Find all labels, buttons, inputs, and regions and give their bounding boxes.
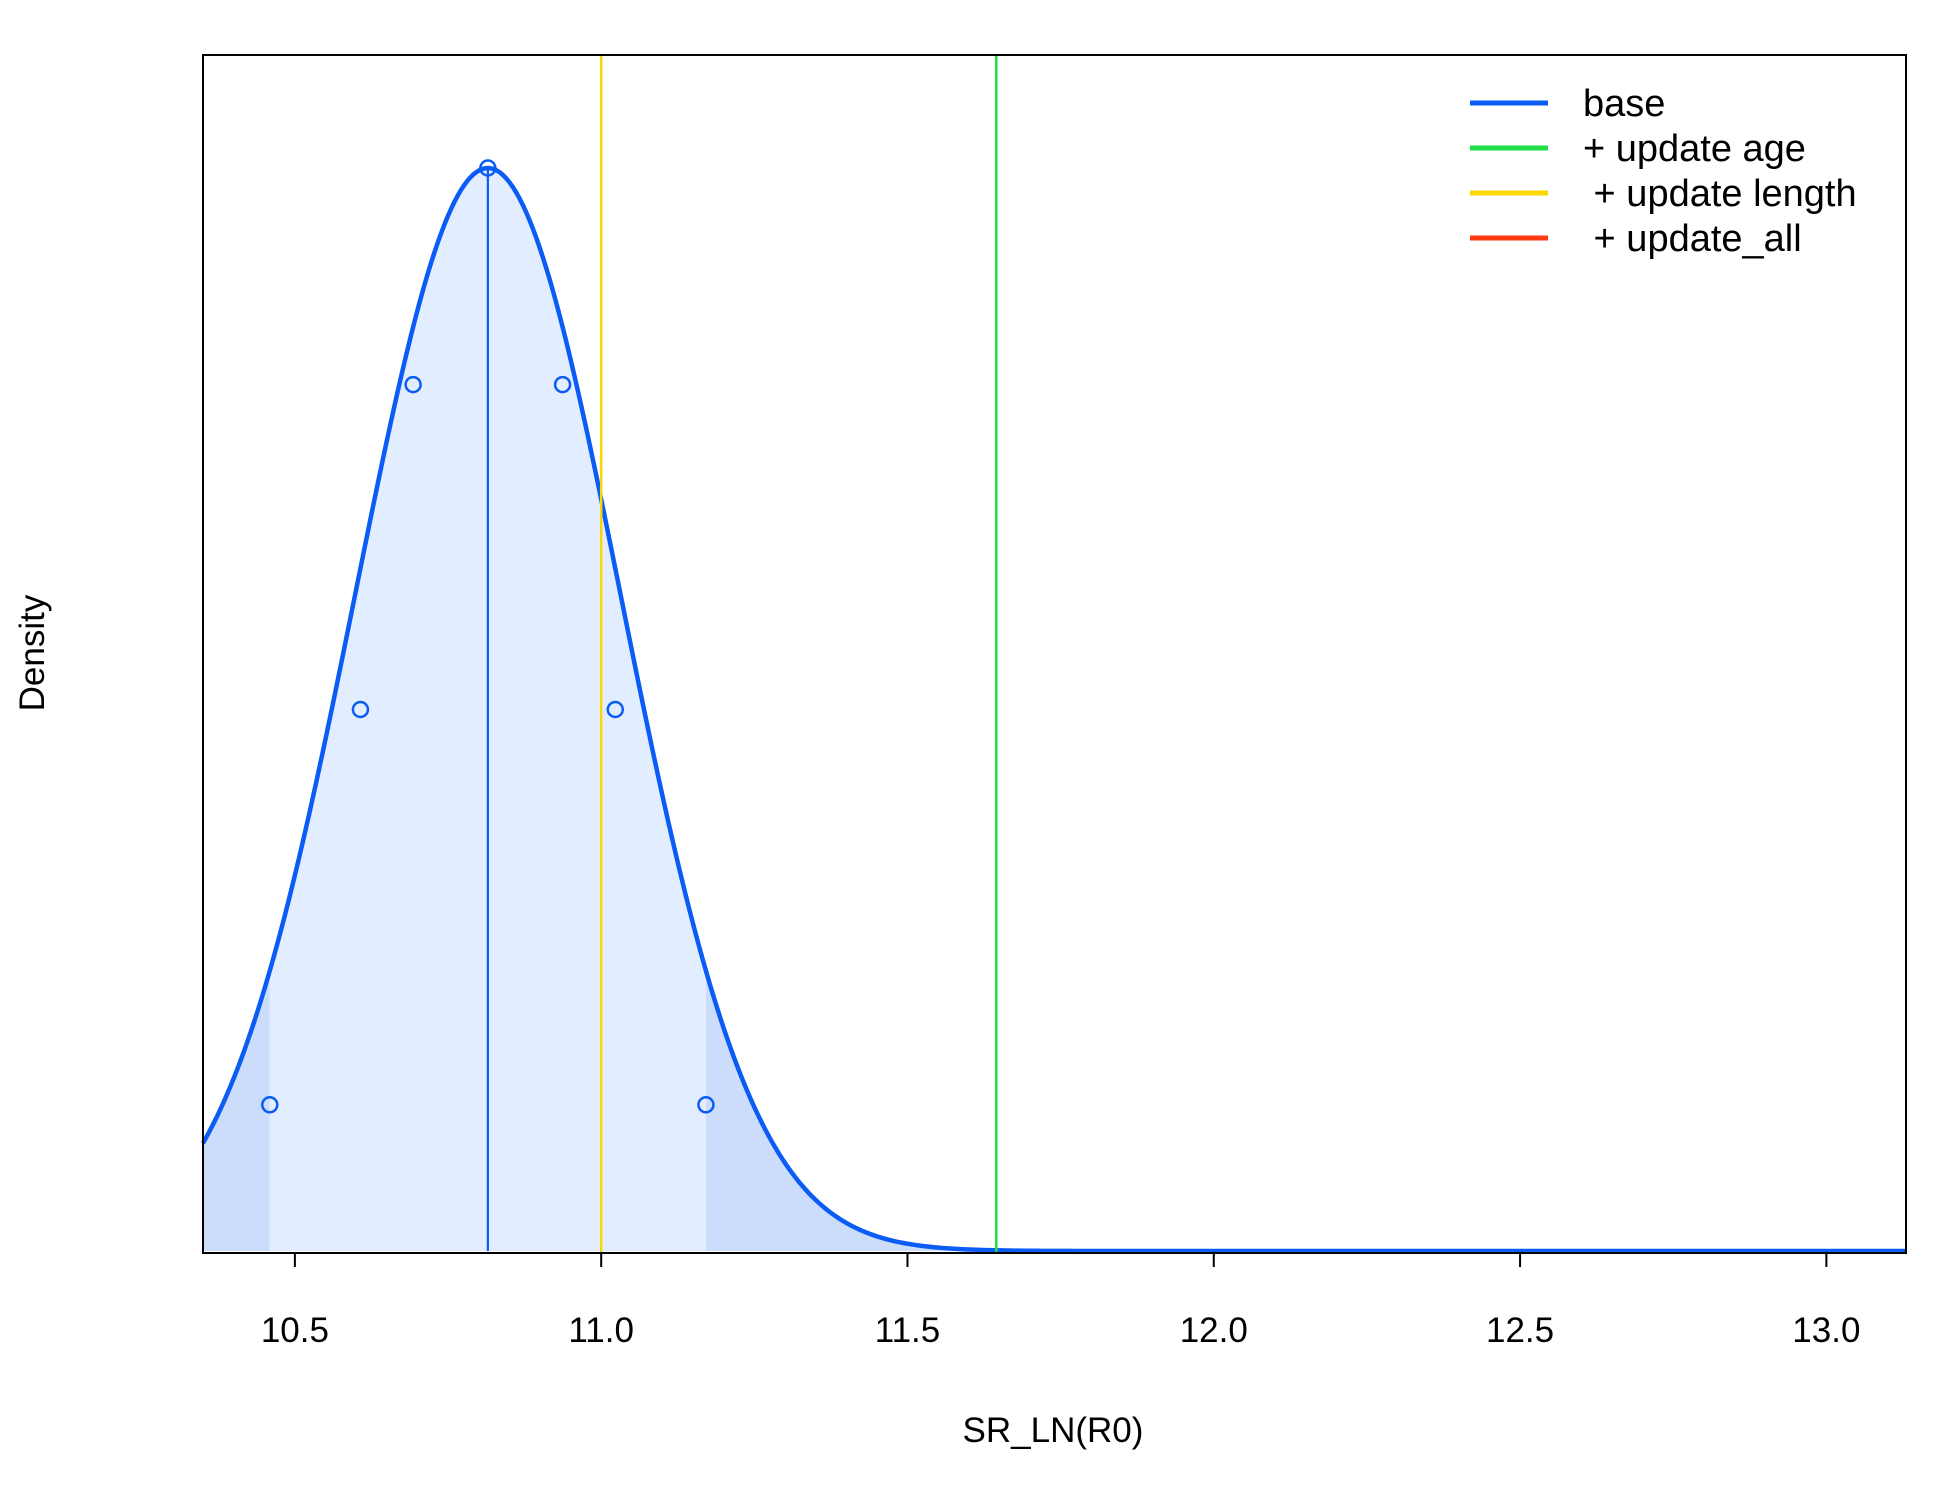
quantile-point-5: [553, 375, 572, 394]
quantile-point-6: [606, 700, 625, 719]
quantile-point-4: [479, 159, 497, 177]
density-fill-group: [203, 168, 1417, 1251]
x-tick-label: 11.5: [875, 1311, 941, 1350]
x-tick-label: 12.0: [1180, 1311, 1248, 1350]
quantile-point-3: [404, 375, 422, 394]
right-tail-fill: [705, 970, 1417, 1251]
quantile-point-2: [351, 700, 370, 719]
legend-label-4: + update_all: [1583, 218, 1802, 260]
reference-line-group: [599, 55, 998, 1253]
y-axis-title: Density: [13, 594, 52, 711]
x-tick-label: 13.0: [1792, 1311, 1860, 1350]
density-curve-group: [201, 165, 1906, 1254]
x-tick-label: 12.5: [1486, 1311, 1554, 1350]
quantile-point-group: [261, 159, 715, 1114]
legend: base+ update age + update length + updat…: [1470, 83, 1857, 260]
x-axis: 10.5 11.0 11.5 12.0 12.5 13.0: [261, 1253, 1860, 1350]
left-tail-fill: [203, 970, 270, 1251]
x-tick-label: 10.5: [261, 1311, 329, 1350]
legend-label-1: base: [1583, 83, 1665, 125]
x-tick-label: 11.0: [568, 1311, 634, 1350]
quantile-point-7: [697, 1096, 715, 1114]
quantile-point-1: [261, 1096, 279, 1114]
legend-label-3: + update length: [1583, 173, 1857, 215]
legend-label-2: + update age: [1583, 128, 1806, 170]
x-axis-title: SR_LN(R0): [963, 1411, 1144, 1450]
plot-frame: [202, 54, 1907, 1254]
